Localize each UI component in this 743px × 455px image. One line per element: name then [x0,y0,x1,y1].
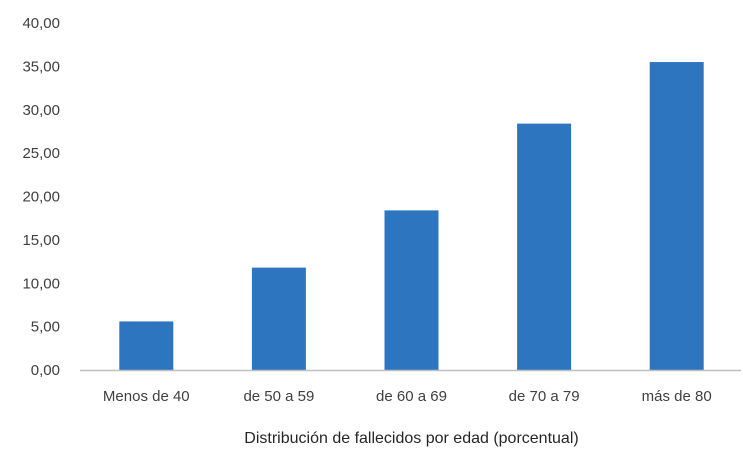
y-tick-label: 15,00 [22,232,60,249]
y-tick-label: 25,00 [22,145,60,162]
y-tick-label: 35,00 [22,58,60,75]
y-tick-label: 0,00 [31,362,60,379]
y-axis-ticks: 0,00 5,00 10,00 15,00 20,00 25,00 30,00 35,00 40… [22,15,60,379]
y-tick-label: 5,00 [31,319,60,336]
x-axis-labels: Menos de 40 de 50 a 59 de 60 a 69 de 70 a 7… [103,388,712,405]
x-tick-label: de 70 a 79 [509,388,580,405]
y-tick-label: 20,00 [22,189,60,206]
y-tick-label: 30,00 [22,102,60,119]
bars-group [119,62,704,370]
x-axis-title: Distribución de fallecidos por edad (por… [244,430,578,447]
y-tick-label: 40,00 [22,15,60,32]
x-tick-label: más de 80 [642,388,712,405]
bar [384,210,439,370]
bar [649,62,704,370]
x-tick-label: Menos de 40 [103,388,190,405]
x-tick-label: de 60 a 69 [376,388,447,405]
bar [517,123,572,370]
y-tick-label: 10,00 [22,275,60,292]
bar [251,267,306,370]
bar [119,321,174,370]
x-tick-label: de 50 a 59 [243,388,314,405]
